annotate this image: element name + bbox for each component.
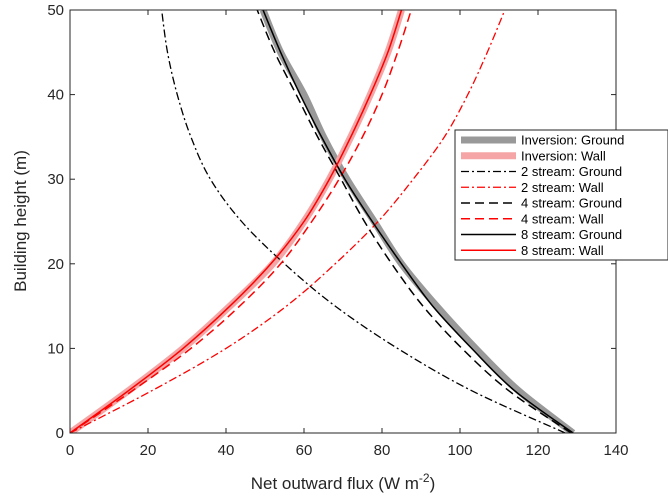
y-tick-label: 0 — [56, 425, 64, 442]
x-axis-title: Net outward flux (W m-2) — [251, 471, 436, 493]
y-tick-label: 20 — [47, 256, 64, 273]
series-line-4 — [70, 10, 506, 433]
series-line-6 — [70, 10, 412, 433]
x-tick-label: 80 — [374, 442, 391, 459]
series-line-7 — [262, 10, 574, 433]
x-tick-label: 100 — [447, 442, 472, 459]
x-tick-label: 140 — [603, 442, 628, 459]
series-line-1 — [259, 10, 576, 433]
legend-label-6: 4 stream: Wall — [521, 211, 604, 226]
y-tick-label: 10 — [47, 340, 64, 357]
series-line-3 — [161, 10, 566, 433]
legend-label-1: Inversion: Ground — [521, 133, 624, 148]
x-axis-title-main: Net outward flux (W m — [251, 474, 419, 493]
x-tick-label: 40 — [218, 442, 235, 459]
legend-label-7: 8 stream: Ground — [521, 227, 622, 242]
series-line-5 — [256, 10, 572, 433]
series-line-8 — [70, 10, 403, 433]
legend-label-8: 8 stream: Wall — [521, 243, 604, 258]
x-tick-label: 120 — [525, 442, 550, 459]
legend-label-3: 2 stream: Ground — [521, 164, 622, 179]
legend-label-5: 4 stream: Ground — [521, 196, 622, 211]
y-axis-title: Building height (m) — [11, 150, 30, 292]
series-layer — [70, 10, 576, 433]
y-tick-label: 30 — [47, 171, 64, 188]
x-tick-label: 20 — [140, 442, 157, 459]
tick-layer: 0 20 40 60 80 100 120 140 0 10 20 30 40 50 — [47, 2, 628, 459]
y-tick-label: 50 — [47, 2, 64, 19]
y-tick-label: 40 — [47, 87, 64, 104]
legend-label-4: 2 stream: Wall — [521, 180, 604, 195]
x-axis-title-superscript: -2 — [419, 471, 430, 485]
x-tick-label: 60 — [296, 442, 313, 459]
legend-label-2: Inversion: Wall — [521, 148, 606, 163]
x-tick-label: 0 — [66, 442, 74, 459]
x-axis-title-close: ) — [430, 474, 436, 493]
legend-box — [454, 129, 668, 261]
